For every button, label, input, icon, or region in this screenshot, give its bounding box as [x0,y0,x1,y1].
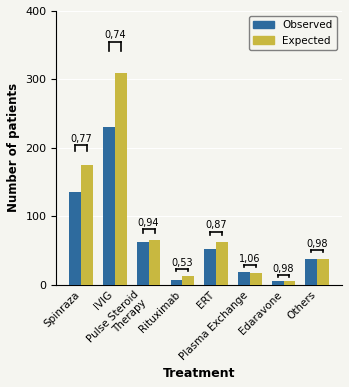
Bar [115,72,127,285]
Bar [216,242,228,285]
Text: 0,87: 0,87 [205,220,227,230]
Text: 0,94: 0,94 [138,218,159,228]
Bar [81,165,93,285]
X-axis label: Treatment: Treatment [163,367,236,380]
Bar [171,280,182,285]
Text: 0,98: 0,98 [306,239,328,249]
Bar [103,127,115,285]
Text: 0,77: 0,77 [70,134,92,144]
Text: 0,98: 0,98 [273,264,294,274]
Bar [317,259,329,285]
Bar [283,281,295,285]
Bar [182,276,194,285]
Text: 0,74: 0,74 [104,30,126,40]
Bar [69,192,81,285]
Bar [272,281,283,285]
Bar [238,272,250,285]
Text: 0,53: 0,53 [171,258,193,268]
Legend: Observed, Expected: Observed, Expected [249,16,337,50]
Bar [204,249,216,285]
Bar [305,259,317,285]
Text: 1,06: 1,06 [239,254,261,264]
Bar [149,240,161,285]
Y-axis label: Number of patients: Number of patients [7,83,20,212]
Bar [137,242,149,285]
Bar [250,273,262,285]
